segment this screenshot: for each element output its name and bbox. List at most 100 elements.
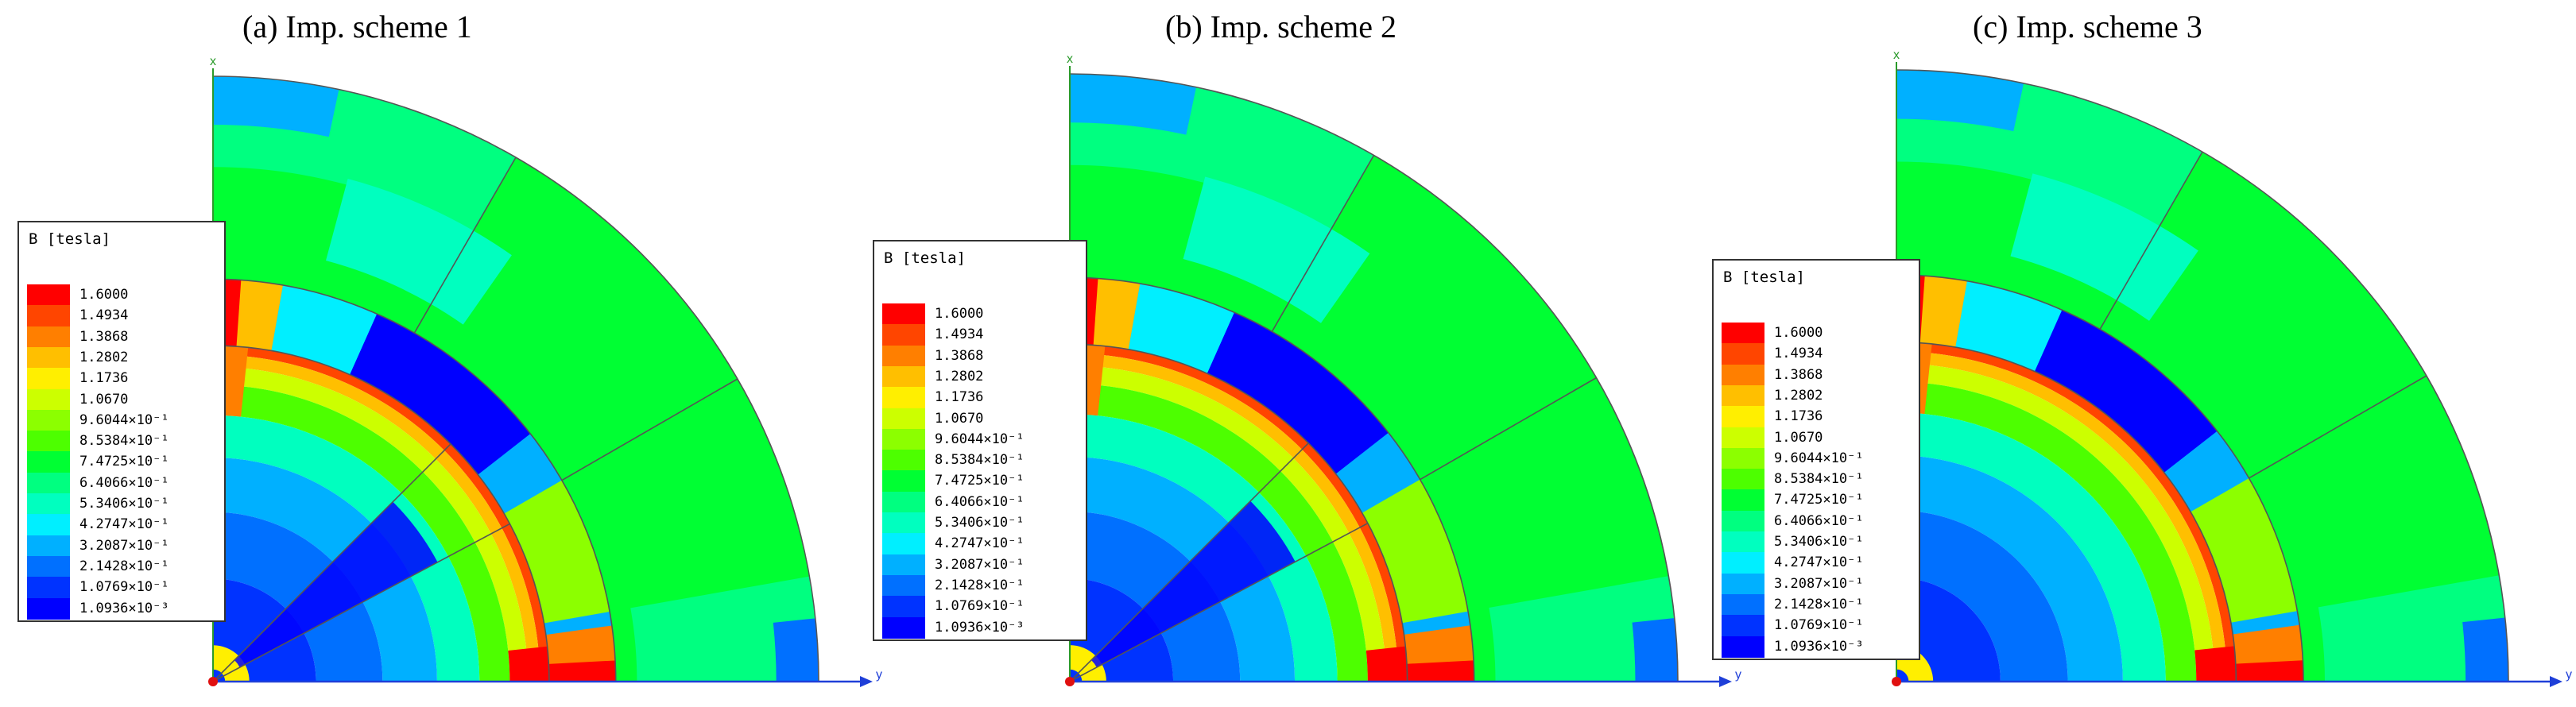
legend-label: 3.2087×10⁻¹: [79, 537, 169, 554]
legend-label: 1.0936×10⁻³: [79, 600, 169, 616]
x-axis-letter: y: [1735, 668, 1741, 682]
legend-entry: 1.1736: [1722, 406, 1912, 428]
legend-label: 3.2087×10⁻¹: [1774, 575, 1864, 592]
legend-label: 4.2747×10⁻¹: [79, 516, 169, 533]
legend-entry: 7.4725×10⁻¹: [27, 451, 218, 473]
legend-label: 8.5384×10⁻¹: [79, 433, 169, 450]
legend-swatch: [27, 555, 70, 578]
legend-swatch: [882, 408, 925, 430]
legend-entry: 1.6000: [1722, 323, 1912, 344]
legend-label: 6.4066×10⁻¹: [79, 474, 169, 491]
legend-swatch: [882, 303, 925, 325]
legend-swatch: [1722, 384, 1764, 407]
legend-entry: 1.3868: [27, 326, 218, 348]
legend-swatch: [882, 596, 925, 618]
legend-swatch: [27, 472, 70, 494]
legend-swatch: [1722, 323, 1764, 344]
legend-entry: 7.4725×10⁻¹: [1722, 489, 1912, 512]
legend-swatch: [27, 326, 70, 348]
legend-entry: 3.2087×10⁻¹: [882, 554, 1073, 576]
y-axis-letter: x: [1067, 52, 1073, 66]
legend-swatch: [1722, 447, 1764, 469]
legend-swatch: [882, 387, 925, 409]
legend-entry: 8.5384×10⁻¹: [882, 450, 1073, 472]
legend-entry: 1.4934: [27, 305, 218, 327]
legend-label: 1.3868: [935, 347, 984, 364]
legend-label: 9.6044×10⁻¹: [1774, 450, 1864, 466]
field-plot: xy: [1892, 48, 2572, 687]
panel-title: (a) Imp. scheme 1: [242, 9, 472, 44]
legend-swatch: [27, 388, 70, 411]
legend-entry: 1.2802: [27, 346, 218, 369]
legend-swatch: [1722, 343, 1764, 365]
legend-label: 1.2802: [935, 368, 984, 384]
legend-entry: 7.4725×10⁻¹: [882, 470, 1073, 493]
legend-entry: 9.6044×10⁻¹: [27, 409, 218, 431]
legend-label: 5.3406×10⁻¹: [79, 496, 169, 512]
legend-entry: 4.2747×10⁻¹: [882, 533, 1073, 555]
legend-swatch: [27, 346, 70, 369]
legend-entry: 1.6000: [27, 284, 218, 306]
legend-entry: 4.2747×10⁻¹: [1722, 552, 1912, 574]
legend-entry: 1.2802: [882, 365, 1073, 388]
legend-label: 1.0670: [1774, 429, 1823, 446]
legend-swatch: [1722, 364, 1764, 386]
panel-title: (c) Imp. scheme 3: [1973, 9, 2202, 44]
legend-title: B [tesla]: [29, 230, 110, 248]
legend-swatch: [882, 345, 925, 367]
legend-entry: 1.4934: [882, 324, 1073, 346]
legend-entry: 1.6000: [882, 303, 1073, 325]
legend-entry: 1.2802: [1722, 384, 1912, 407]
legend-label: 1.3868: [79, 328, 129, 345]
x-axis-letter: y: [876, 668, 882, 682]
legend-label: 1.0670: [935, 410, 984, 427]
legend-swatch: [882, 365, 925, 388]
legend-label: 2.1428×10⁻¹: [79, 558, 169, 574]
legend-label: 7.4725×10⁻¹: [935, 473, 1025, 489]
legend-label: 1.1736: [79, 370, 129, 387]
legend-label: 2.1428×10⁻¹: [935, 577, 1025, 593]
flux-density-map: [1070, 74, 1678, 682]
legend-label: 1.3868: [1774, 366, 1823, 383]
legend-entry: 1.0936×10⁻³: [882, 616, 1073, 639]
legend-label: 3.2087×10⁻¹: [935, 556, 1025, 573]
legend-label: 2.1428×10⁻¹: [1774, 596, 1864, 612]
legend-label: 4.2747×10⁻¹: [935, 535, 1025, 552]
geometry-outline: [1069, 73, 1679, 682]
panel-title: (b) Imp. scheme 2: [1165, 9, 1397, 44]
legend-entry: 9.6044×10⁻¹: [882, 428, 1073, 450]
legend-swatch: [27, 431, 70, 453]
legend-swatch: [1722, 531, 1764, 553]
legend-swatch: [882, 512, 925, 534]
legend-entry: 9.6044×10⁻¹: [1722, 447, 1912, 469]
legend-swatch: [1722, 636, 1764, 658]
legend-entry: 1.0769×10⁻¹: [1722, 615, 1912, 637]
legend-swatch: [882, 574, 925, 597]
legend-entry: 1.0936×10⁻³: [1722, 636, 1912, 658]
legend-swatch: [27, 409, 70, 431]
legend-label: 1.2802: [1774, 387, 1823, 404]
legend-swatch: [882, 428, 925, 450]
legend-entry: 1.1736: [882, 387, 1073, 409]
legend-label: 1.0670: [79, 391, 129, 408]
legend-swatch: [27, 451, 70, 473]
legend-swatch: [27, 597, 70, 620]
legend-title: B [tesla]: [1723, 269, 1805, 286]
y-axis-letter: x: [1893, 48, 1900, 62]
legend-entry: 1.0769×10⁻¹: [27, 577, 218, 599]
legend-label: 7.4725×10⁻¹: [1774, 492, 1864, 508]
legend-label: 8.5384×10⁻¹: [935, 452, 1025, 469]
legend-swatch: [27, 368, 70, 390]
legend-entry: 3.2087×10⁻¹: [27, 535, 218, 557]
legend-label: 1.4934: [935, 326, 984, 343]
legend-label: 1.4934: [79, 307, 129, 324]
legend-swatch: [1722, 469, 1764, 491]
legend-entry: 5.3406×10⁻¹: [1722, 531, 1912, 553]
legend-entry: 6.4066×10⁻¹: [882, 491, 1073, 513]
legend-swatch: [27, 305, 70, 327]
legend-entry: 1.0936×10⁻³: [27, 597, 218, 620]
legend-swatch: [27, 577, 70, 599]
geometry-outline: [212, 75, 819, 682]
